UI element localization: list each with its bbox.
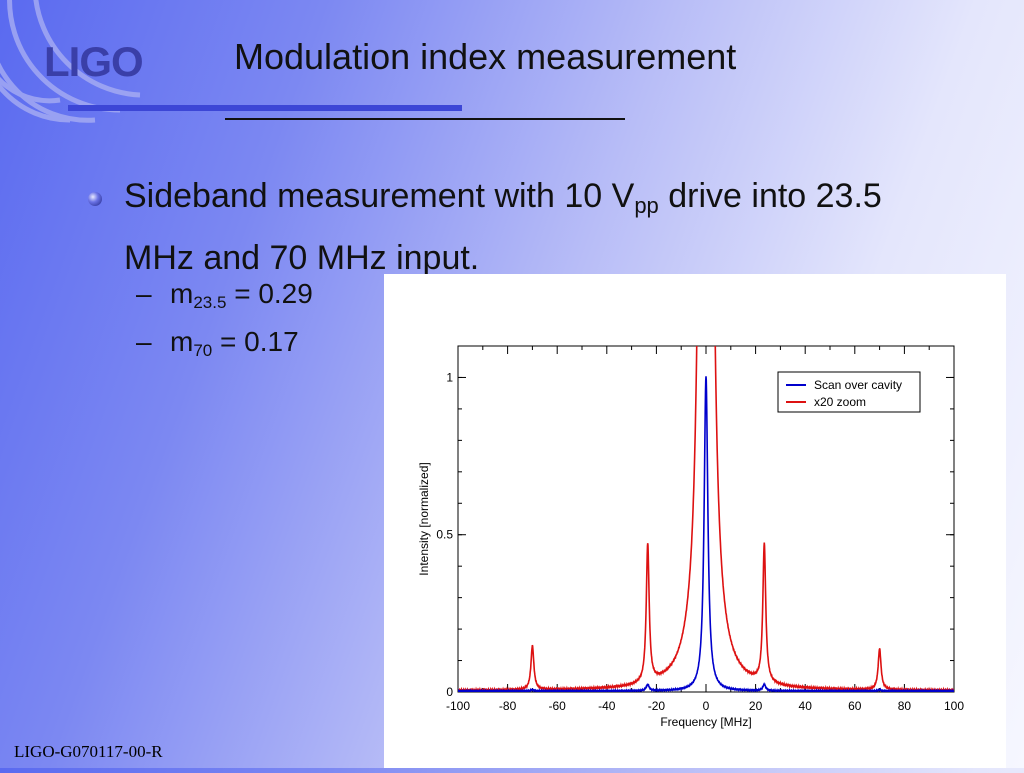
logo-swirl-graphic [0, 0, 141, 123]
dash-icon: – [136, 326, 152, 357]
x-tick-label: 0 [703, 699, 710, 713]
x-tick-label: -80 [499, 699, 517, 713]
sub-item-subscript: 70 [193, 341, 213, 360]
frequency-spectrum-chart: -100 -80 -60 -40 -20 0 20 40 60 80 100 0 0.5 1 Freque… [417, 345, 964, 729]
bullet-text-after: drive into 23.5 MHz and 70 MHz input. [124, 177, 882, 277]
x-tick-label: -20 [648, 699, 666, 713]
y-tick-label: 0.5 [436, 528, 453, 542]
title-underline-black [225, 118, 625, 120]
sub-item-m70: – m70 = 0.17 [136, 326, 299, 361]
bullet-text-before: Sideband measurement with 10 V [124, 177, 635, 215]
slide-title: Modulation index measurement [234, 36, 737, 77]
x-tick-label: 80 [898, 699, 912, 713]
bullet-subscript: pp [634, 193, 659, 218]
y-tick-label: 0 [446, 685, 453, 699]
x-tick-label: -100 [446, 699, 470, 713]
sub-item-value: = 0.29 [226, 278, 313, 309]
sub-item-m23: – m23.5 = 0.29 [136, 278, 313, 313]
chart-legend: Scan over cavity x20 zoom [777, 371, 921, 413]
x-axis-label: Frequency [MHz] [660, 715, 751, 729]
y-axis-label: Intensity [normalized] [417, 462, 431, 575]
bullet-icon [88, 192, 102, 206]
y-tick-label: 1 [446, 370, 453, 384]
series-line-x20-zoom [458, 346, 954, 692]
legend-box [777, 371, 921, 413]
sub-item-value: = 0.17 [212, 326, 299, 357]
x-tick-label: 60 [848, 699, 862, 713]
sub-item-symbol: m [170, 326, 194, 357]
chart-panel: -100 -80 -60 -40 -20 0 20 40 60 80 100 0 0.5 1 Freque… [384, 274, 1006, 768]
dash-icon: – [136, 278, 152, 309]
main-bullet-text: Sideband measurement with 10 Vpp drive i… [124, 170, 944, 284]
x-tick-label: 20 [749, 699, 763, 713]
x-tick-label: 100 [944, 699, 964, 713]
ligo-logo: LIGO [44, 38, 144, 85]
sub-item-symbol: m [170, 278, 194, 309]
x-tick-label: 40 [799, 699, 813, 713]
sub-item-subscript: 23.5 [193, 293, 227, 312]
document-id-footer: LIGO-G070117-00-R [14, 742, 163, 761]
x-tick-label: -60 [549, 699, 567, 713]
x-tick-label: -40 [598, 699, 616, 713]
title-underline-blue [68, 105, 462, 111]
series-line-scan-over-cavity [458, 376, 954, 692]
legend-label: x20 zoom [814, 395, 866, 409]
legend-label: Scan over cavity [814, 378, 902, 392]
